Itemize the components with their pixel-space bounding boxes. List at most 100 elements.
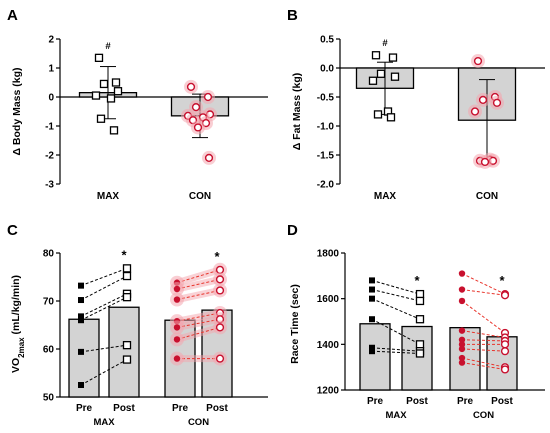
- con-pre-point: [458, 327, 466, 334]
- significance-marker: *: [121, 247, 127, 262]
- max-pre-point: [78, 382, 84, 388]
- paired-line: [371, 318, 421, 345]
- y-tick-label: -0.5: [317, 93, 335, 104]
- y-axis-label-unit: (mL/kg/min): [10, 275, 22, 337]
- max-post-point: [415, 289, 425, 299]
- paired-line: [461, 339, 506, 342]
- con-data-point: [473, 56, 483, 66]
- x-category-label: Pre: [76, 403, 93, 414]
- x-category-label: MAX: [97, 191, 120, 202]
- x-category-label: Pre: [172, 403, 189, 414]
- significance-marker: #: [382, 38, 388, 49]
- max-data-point: [113, 87, 123, 96]
- con-pre-point: [458, 297, 466, 305]
- y-axis-label: Δ Fat Mass (kg): [291, 73, 303, 151]
- panel-letter: B: [287, 7, 298, 24]
- max-pre-point: [78, 313, 84, 320]
- paired-line: [461, 357, 506, 368]
- max-post-point: [122, 271, 132, 281]
- con-data-point: [186, 82, 196, 91]
- max-post-point: [122, 341, 132, 350]
- y-tick-label: 0.0: [320, 64, 334, 75]
- max-data-point: [386, 113, 396, 122]
- max-data-point: [94, 53, 104, 62]
- x-category-label: MAX: [374, 191, 397, 202]
- paired-line: [371, 279, 421, 295]
- max-pre-point: [78, 297, 84, 304]
- significance-marker: *: [499, 273, 505, 288]
- max-data-point: [106, 94, 116, 103]
- y-tick-label: -3: [45, 180, 54, 191]
- con-pre-point: [458, 286, 466, 293]
- max-pre-point: [369, 286, 375, 293]
- max-pre-point: [369, 344, 375, 351]
- y-tick-label: 50: [43, 393, 55, 404]
- max-pre-point: [369, 295, 375, 302]
- y-axis-label-main: VO: [10, 358, 22, 373]
- con-data-point: [193, 123, 203, 132]
- paired-line: [461, 289, 506, 296]
- paired-line: [176, 318, 221, 328]
- y-tick-label: 0.5: [320, 35, 334, 46]
- paired-line: [371, 289, 421, 302]
- group-label: CON: [473, 410, 494, 421]
- max-data-point: [109, 126, 119, 135]
- con-post-point: [215, 354, 225, 363]
- con-pre-point: [173, 355, 181, 362]
- paired-line: [80, 293, 128, 317]
- max-pre-point: [369, 277, 375, 284]
- y-tick-label: 1: [48, 64, 54, 75]
- max-post-point: [415, 349, 425, 358]
- paired-line: [176, 289, 221, 301]
- group-label: CON: [188, 417, 209, 428]
- panel-letter: A: [7, 7, 18, 24]
- x-category-label: Post: [113, 403, 135, 414]
- max-data-point: [373, 110, 383, 119]
- con-post-point: [500, 291, 510, 300]
- con-data-point: [204, 153, 214, 163]
- con-data-point: [203, 92, 213, 102]
- max-data-point: [390, 72, 400, 81]
- y-tick-label: -1: [45, 122, 54, 133]
- y-tick-label: 1400: [317, 340, 340, 351]
- y-axis-label: Δ Body Mass (kg): [11, 67, 23, 155]
- x-category-label: Post: [406, 396, 428, 407]
- paired-line: [461, 348, 506, 352]
- max-data-point: [368, 76, 378, 85]
- con-pre-point: [458, 336, 466, 343]
- paired-line: [461, 330, 506, 338]
- y-tick-label: 1600: [317, 294, 340, 305]
- max-post-point: [122, 264, 132, 273]
- con-post-point: [500, 365, 510, 374]
- con-data-point: [191, 103, 201, 112]
- y-tick-label: -2: [45, 151, 54, 162]
- con-post-point: [215, 323, 225, 332]
- con-data-point: [478, 95, 488, 105]
- y-tick-label: 80: [43, 249, 55, 260]
- max-pre-point: [369, 316, 375, 323]
- max-post-point: [122, 293, 132, 302]
- group-label: MAX: [385, 410, 407, 421]
- max-post-point: [415, 340, 425, 349]
- con-pre-point: [458, 270, 466, 277]
- paired-line: [80, 359, 128, 386]
- max-post-point: [415, 315, 425, 324]
- paired-line: [371, 347, 421, 352]
- con-pre-point: [173, 336, 181, 343]
- paired-line: [461, 362, 506, 370]
- paired-line: [80, 267, 128, 287]
- y-tick-label: 0: [48, 93, 54, 104]
- significance-marker: *: [414, 273, 420, 288]
- x-category-label: CON: [189, 191, 211, 202]
- paired-line: [461, 300, 506, 334]
- paired-line: [371, 350, 421, 354]
- y-tick-label: -1.0: [317, 122, 335, 133]
- max-post-point: [122, 355, 132, 364]
- x-category-label: Pre: [457, 396, 474, 407]
- bar-max-post: [401, 325, 433, 391]
- paired-line: [176, 269, 221, 284]
- max-data-point: [99, 79, 109, 89]
- con-pre-point: [458, 359, 466, 366]
- max-data-point: [371, 51, 381, 60]
- con-data-point: [480, 157, 490, 167]
